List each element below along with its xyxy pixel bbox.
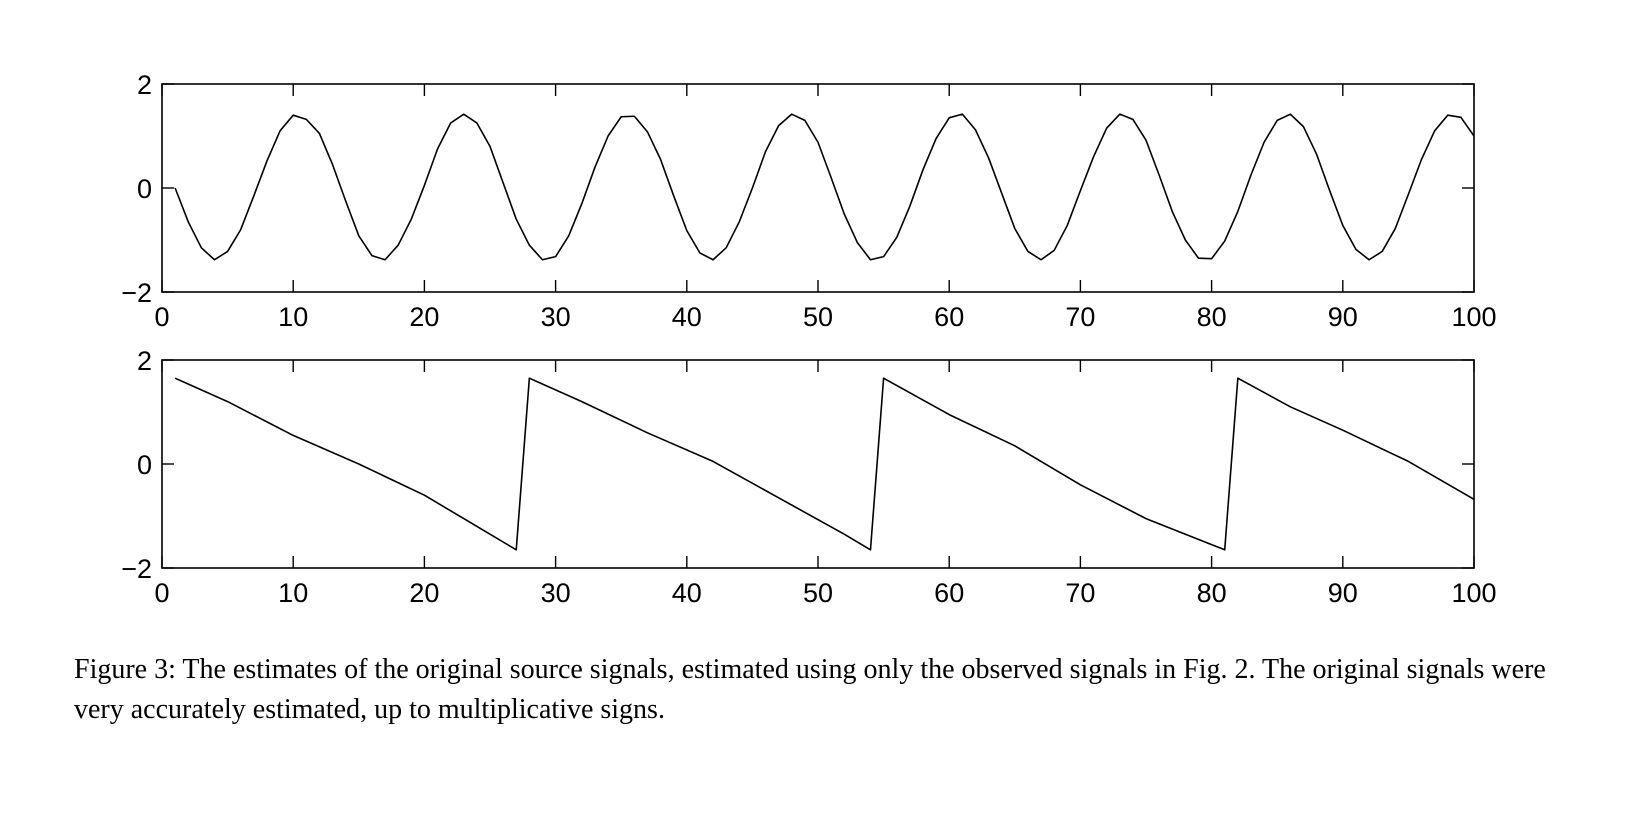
x-tick-label: 0 bbox=[154, 578, 169, 608]
x-tick-label: 50 bbox=[803, 578, 833, 608]
x-tick-label: 0 bbox=[154, 302, 169, 332]
x-tick-label: 40 bbox=[672, 302, 702, 332]
x-tick-label: 70 bbox=[1065, 578, 1095, 608]
x-tick-label: 30 bbox=[541, 578, 571, 608]
x-tick-label: 30 bbox=[541, 302, 571, 332]
series-line-1 bbox=[174, 377, 1475, 551]
x-tick-label: 90 bbox=[1328, 302, 1358, 332]
x-tick-label: 50 bbox=[803, 302, 833, 332]
y-tick-label: 0 bbox=[137, 450, 152, 480]
y-tick-label: 0 bbox=[137, 174, 152, 204]
y-tick-label: 2 bbox=[137, 70, 152, 100]
x-tick-label: 10 bbox=[278, 302, 308, 332]
x-tick-label: 80 bbox=[1197, 578, 1227, 608]
x-tick-label: 20 bbox=[409, 302, 439, 332]
x-tick-label: 60 bbox=[934, 578, 964, 608]
series-line-1 bbox=[174, 113, 1475, 261]
figure-caption: Figure 3: The estimates of the original … bbox=[74, 654, 1546, 725]
x-tick-label: 10 bbox=[278, 578, 308, 608]
x-tick-label: 100 bbox=[1451, 302, 1496, 332]
chart-panel-2: 0 10 20 30 40 50 60 70 80 90 100−202 bbox=[121, 346, 1496, 608]
x-tick-label: 70 bbox=[1065, 302, 1095, 332]
y-tick-label: −2 bbox=[121, 278, 152, 308]
chart-panel-1: 0 10 20 30 40 50 60 70 80 90 100−202 bbox=[121, 70, 1496, 332]
axes-frame bbox=[161, 83, 1475, 293]
x-tick-label: 100 bbox=[1451, 578, 1496, 608]
x-tick-label: 60 bbox=[934, 302, 964, 332]
x-tick-label: 40 bbox=[672, 578, 702, 608]
y-tick-label: 2 bbox=[137, 346, 152, 376]
x-tick-label: 90 bbox=[1328, 578, 1358, 608]
x-tick-label: 20 bbox=[409, 578, 439, 608]
y-tick-label: −2 bbox=[121, 554, 152, 584]
x-tick-label: 80 bbox=[1197, 302, 1227, 332]
